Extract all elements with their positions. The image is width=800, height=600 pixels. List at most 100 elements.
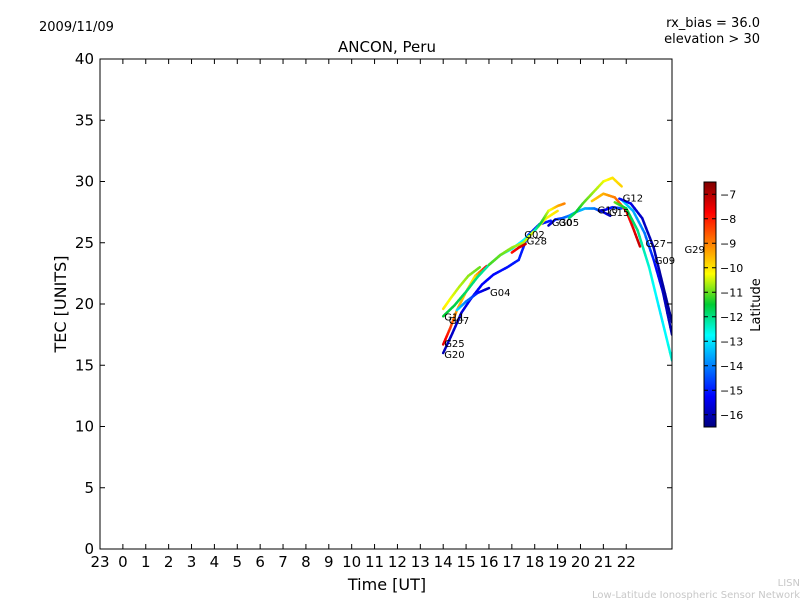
colorbar-ticks: −7 −8 −9 −10 −11 −12 −13 −14 −15 −16	[704, 188, 743, 422]
series-label-g11: G11	[444, 312, 464, 323]
series-segment	[661, 285, 667, 296]
colorbar-tick-label: −13	[720, 335, 743, 348]
series-label-g02: G02	[524, 230, 544, 241]
x-tick-label: 20	[571, 553, 590, 571]
series-g15	[597, 205, 623, 213]
series-g28	[510, 242, 527, 254]
x-tick-label: 17	[502, 553, 521, 571]
series-segment	[618, 183, 623, 188]
colorbar-tick-label: −9	[720, 237, 736, 250]
y-axis-label: TEC [UNITS]	[51, 256, 70, 354]
colorbar-tick-label: −15	[720, 384, 743, 397]
series-segment	[655, 297, 660, 308]
x-tick-label: 6	[255, 553, 265, 571]
series-g11	[441, 266, 482, 311]
x-tick-label: 12	[388, 553, 407, 571]
series-label-g27: G27	[646, 239, 666, 250]
y-tick-label: 15	[75, 356, 94, 374]
x-tick-label: 22	[617, 553, 636, 571]
colorbar-label: Latitude	[749, 278, 764, 332]
series-segment	[653, 289, 658, 300]
x-tick-label: 18	[525, 553, 544, 571]
y-tick-label: 25	[75, 234, 94, 252]
y-tick-label: 35	[75, 111, 94, 129]
x-tick-label: 19	[548, 553, 567, 571]
series-g02	[487, 209, 559, 267]
x-tick-label: 10	[342, 553, 361, 571]
series-label-g29: G29	[684, 245, 704, 256]
series-segment	[651, 281, 657, 292]
series-segment	[652, 246, 657, 257]
colorbar-tick-label: −16	[720, 409, 743, 422]
x-tick-label: 8	[301, 553, 311, 571]
series-label-g04: G04	[490, 288, 510, 299]
x-tick-label: 4	[210, 553, 220, 571]
series-label-g10: G10	[597, 206, 617, 217]
x-tick-label: 21	[594, 553, 613, 571]
series-segment	[607, 213, 612, 218]
series-g27	[613, 201, 672, 362]
x-tick-label: 15	[457, 553, 476, 571]
series-g04	[455, 286, 491, 312]
x-tick-label: 14	[434, 553, 453, 571]
y-tick-label: 5	[84, 479, 94, 497]
series-segment	[657, 304, 662, 316]
y-tick-label: 20	[75, 295, 94, 313]
x-tick-label: 2	[164, 553, 174, 571]
x-tick-label: 7	[278, 553, 288, 571]
colorbar-tick-label: −12	[720, 311, 743, 324]
series-segment	[547, 219, 552, 223]
series-g10	[567, 176, 623, 220]
series-g29	[618, 197, 672, 324]
x-tick-label: 3	[187, 553, 197, 571]
series-label-g09: G09	[655, 256, 675, 267]
elevation-label: elevation > 30	[664, 32, 760, 47]
y-tick-label: 0	[84, 540, 94, 558]
chart-title: ANCON, Peru	[338, 38, 436, 56]
x-tick-label: 23	[90, 553, 109, 571]
series-segment	[554, 209, 559, 214]
x-tick-label: 13	[411, 553, 430, 571]
series-label-g05: G05	[559, 218, 579, 229]
series-segment	[658, 269, 663, 280]
date-label: 2009/11/09	[39, 20, 114, 35]
colorbar-tick-label: −8	[720, 213, 736, 226]
x-axis-label: Time [UT]	[347, 575, 426, 594]
colorbar-tick-label: −10	[720, 262, 743, 275]
series-segment	[666, 343, 672, 354]
x-tick-label: 1	[141, 553, 151, 571]
rx-bias-label: rx_bias = 36.0	[666, 16, 760, 31]
series-segment	[637, 242, 642, 248]
y-tick-label: 30	[75, 173, 94, 191]
series-label-g25: G25	[444, 339, 464, 350]
series-label-g20: G20	[444, 350, 464, 361]
x-tick-label: 16	[479, 553, 498, 571]
x-tick-label: 11	[365, 553, 384, 571]
footer-logo-text: LISN	[778, 578, 800, 589]
x-tick-label: 0	[118, 553, 128, 571]
series-g30	[533, 202, 566, 232]
series-label-g07: G07	[449, 316, 469, 327]
series-g25	[441, 264, 488, 346]
series-segment	[485, 286, 491, 291]
series-segment	[476, 266, 482, 270]
series-label-g12: G12	[623, 193, 643, 204]
series-segment	[647, 266, 653, 277]
colorbar-tick-label: −11	[720, 286, 743, 299]
series-label-g28: G28	[527, 236, 547, 247]
y-axis: 0 5 10 15 20 25 30 35 40	[75, 50, 672, 558]
x-axis: 23 0 1 2 3 4 5 6 7 8 9 10 11 12 13 14 15 16 17 18 19 20 21 22	[90, 59, 636, 571]
footer-network-text: Low-Latitude Ionospheric Sensor Network	[592, 590, 800, 600]
series-segment	[654, 254, 659, 265]
colorbar-tick-label: −7	[720, 188, 736, 201]
y-tick-label: 40	[75, 50, 94, 68]
series-segment	[649, 273, 655, 285]
series-segment	[661, 320, 666, 331]
x-tick-label: 5	[233, 553, 243, 571]
plot-frame	[99, 58, 673, 550]
series-segment	[660, 277, 665, 288]
series-segment	[656, 261, 661, 273]
